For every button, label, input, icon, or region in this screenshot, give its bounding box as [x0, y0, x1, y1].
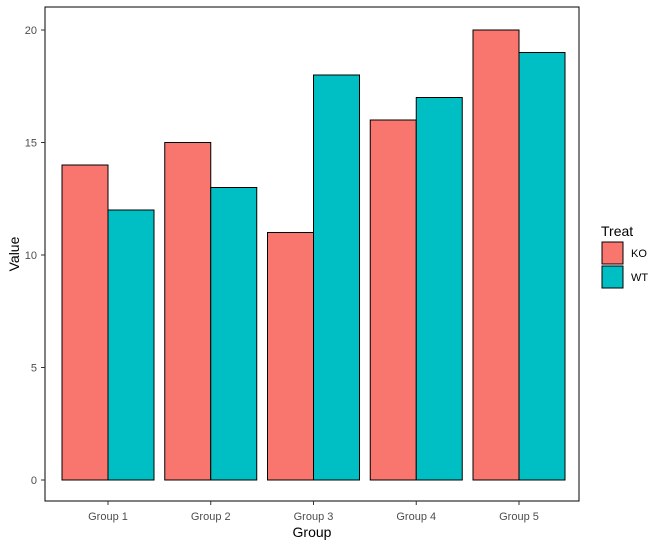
x-tick-label: Group 1 [88, 511, 128, 523]
y-axis: 0 5 10 15 20 [25, 25, 45, 487]
y-tick-label: 20 [25, 25, 37, 37]
legend-key-ko [601, 241, 624, 265]
x-axis: Group 1 Group 2 Group 3 Group 4 Group 5 [88, 501, 539, 523]
y-tick-label: 5 [31, 363, 37, 375]
y-tick-label: 10 [25, 250, 37, 262]
legend: Treat KO WT [601, 223, 648, 289]
y-tick-label: 15 [25, 138, 37, 150]
bar-ko-5 [472, 29, 520, 481]
bar-ko-1 [61, 164, 109, 481]
bar-ko-3 [267, 232, 314, 481]
bars-layer [61, 29, 566, 481]
bar-ko-2 [164, 142, 212, 481]
y-axis-title: Value [6, 236, 22, 271]
bar-ko-4 [369, 119, 417, 481]
x-tick-label: Group 3 [294, 511, 334, 523]
legend-title: Treat [601, 223, 633, 239]
bar-wt-4 [415, 97, 463, 481]
x-axis-title: Group [293, 524, 332, 540]
legend-label-wt: WT [631, 272, 648, 284]
bar-wt-1 [107, 209, 155, 481]
y-tick-label: 0 [31, 475, 37, 487]
bar-wt-2 [210, 187, 258, 481]
bar-wt-5 [518, 52, 566, 481]
plot-panel-border [44, 6, 580, 502]
x-tick-label: Group 5 [499, 511, 539, 523]
bar-wt-3 [313, 74, 360, 481]
legend-label-ko: KO [631, 248, 647, 260]
x-tick-label: Group 4 [396, 511, 436, 523]
legend-key-wt [601, 265, 624, 289]
x-tick-label: Group 2 [191, 511, 231, 523]
